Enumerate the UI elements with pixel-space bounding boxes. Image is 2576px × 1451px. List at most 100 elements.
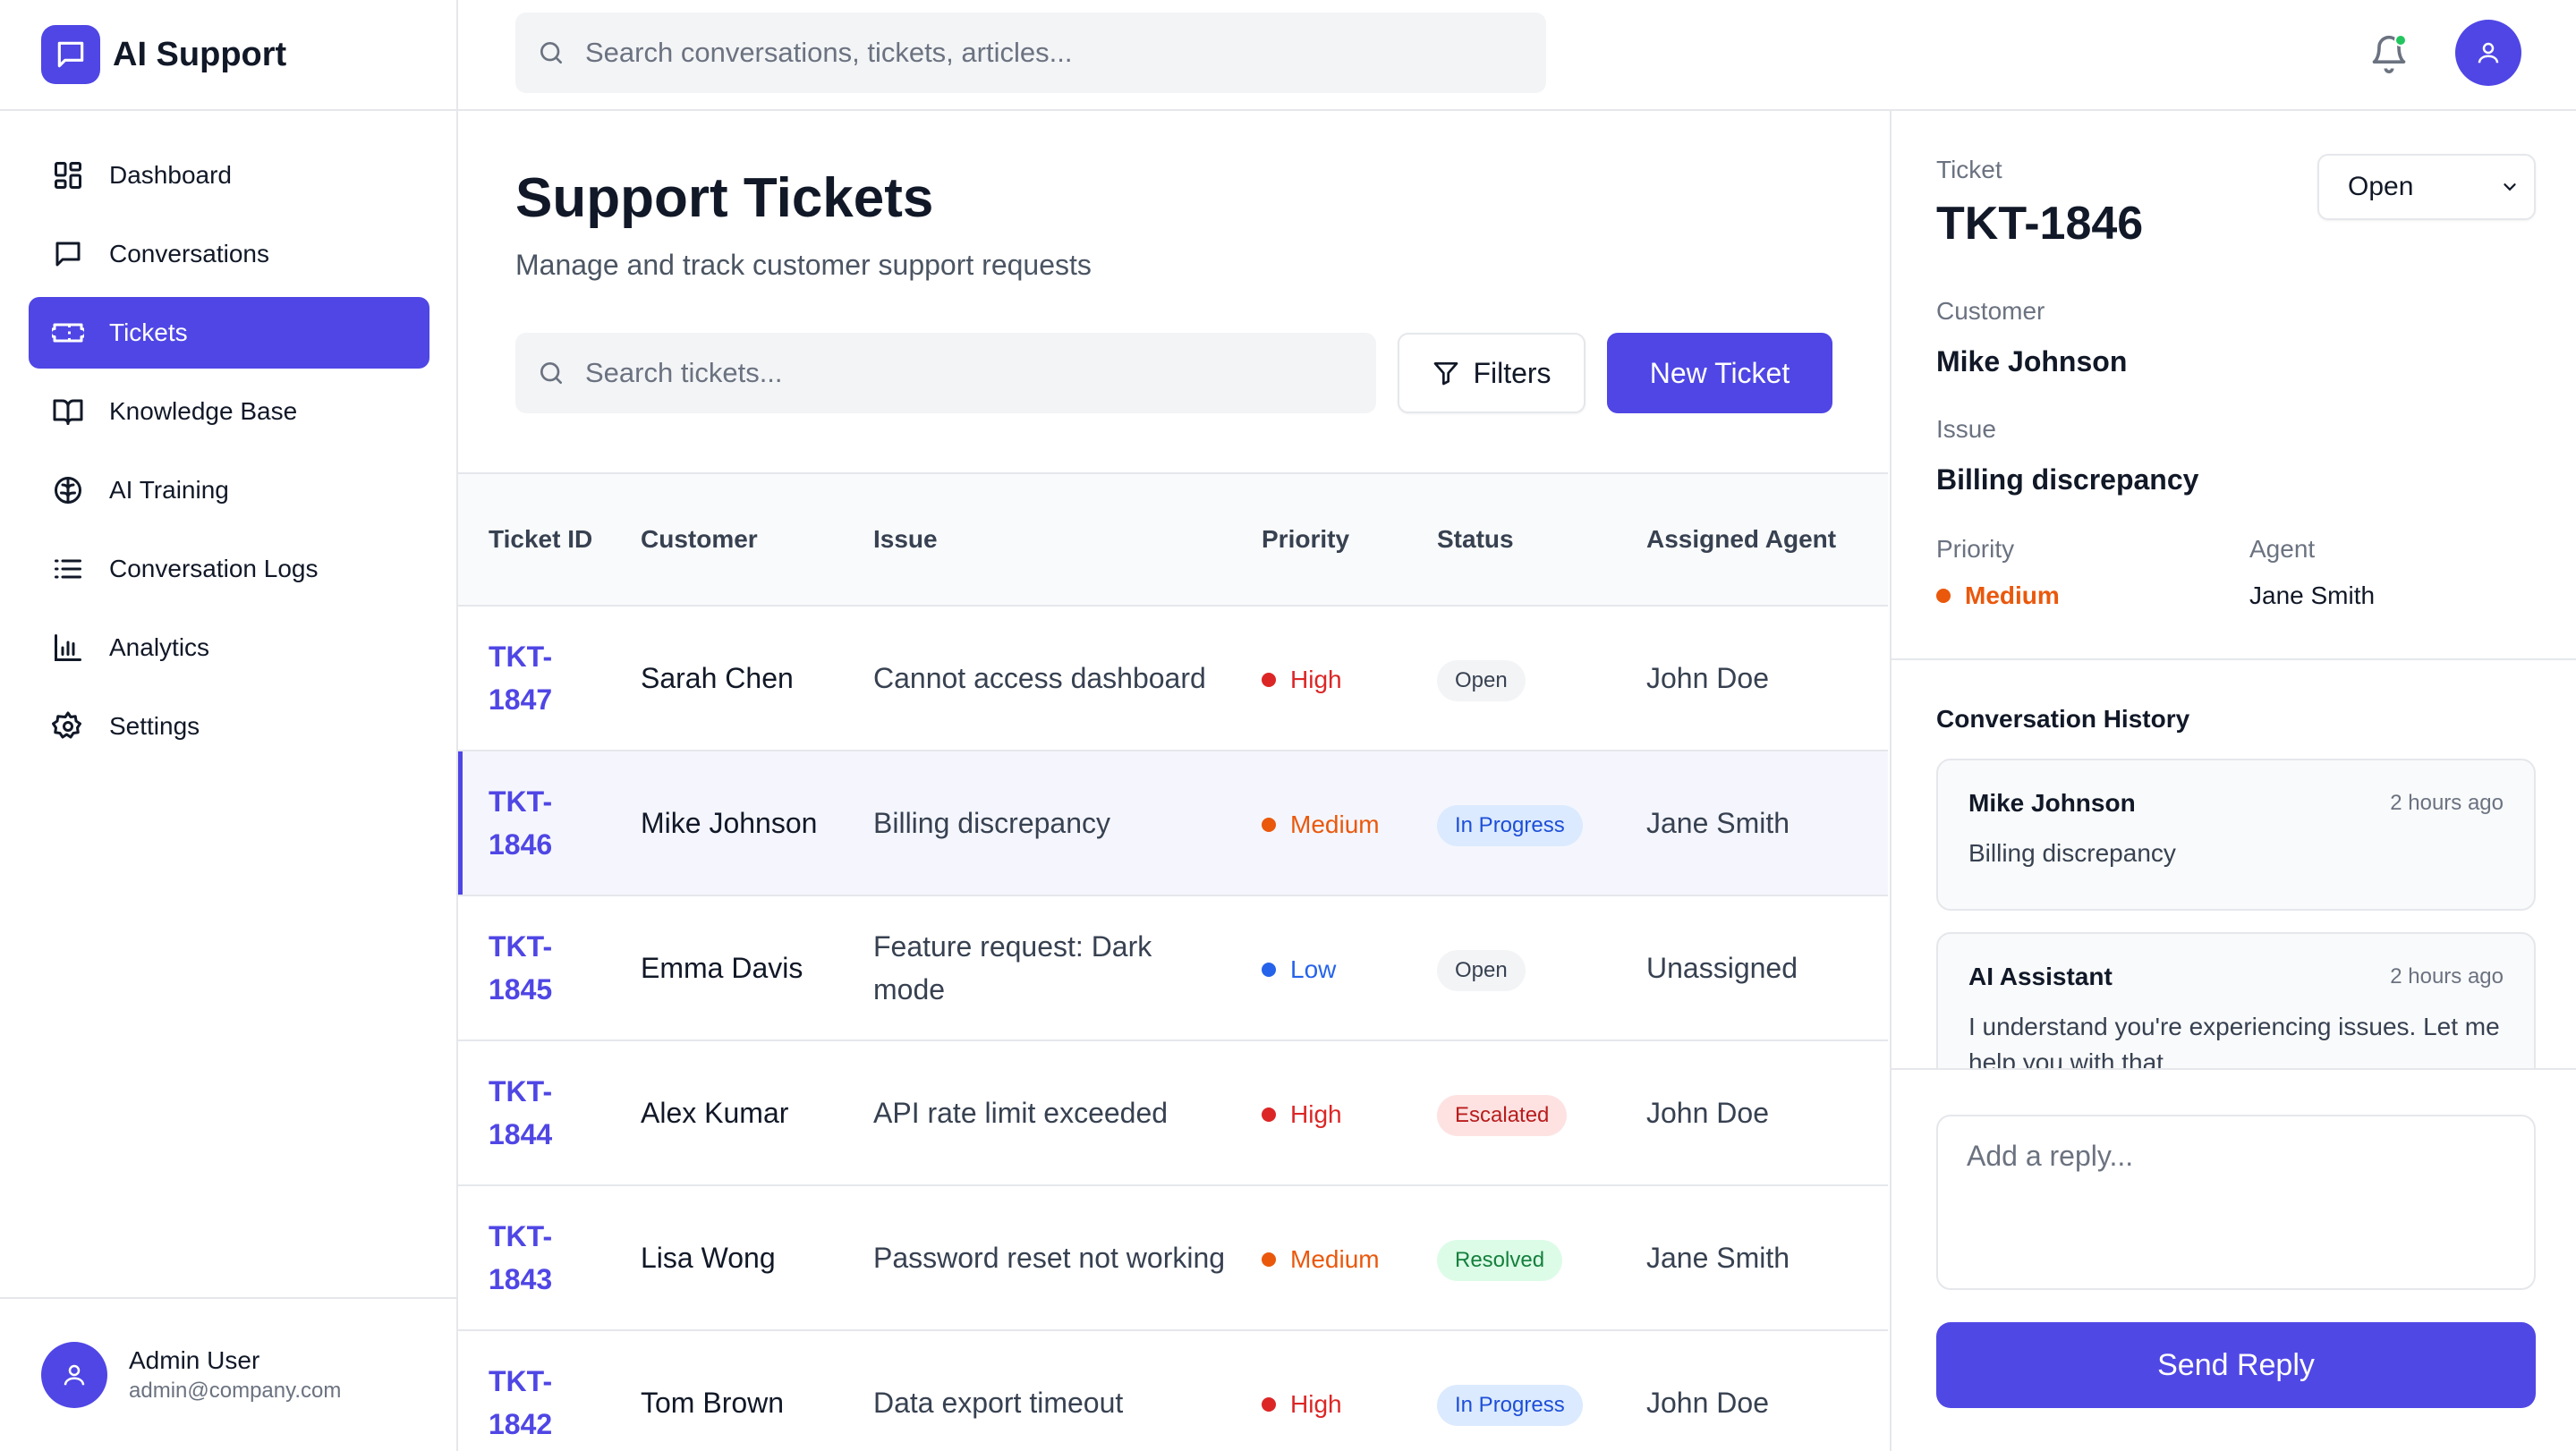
column-header-assigned-agent[interactable]: Assigned Agent — [1646, 525, 1837, 553]
user-name: Admin User — [129, 1346, 260, 1374]
message-time: 2 hours ago — [2390, 964, 2504, 989]
chat-icon — [50, 236, 86, 272]
brand[interactable]: AI Support — [0, 0, 456, 111]
global-search-input[interactable] — [585, 37, 1480, 69]
priority-dot — [1936, 589, 1951, 603]
column-header-issue[interactable]: Issue — [873, 525, 938, 553]
table-row[interactable]: TKT-1842 Tom Brown Data export timeout High… — [458, 1330, 1888, 1451]
column-header-status[interactable]: Status — [1437, 525, 1514, 553]
column-header-customer[interactable]: Customer — [641, 525, 758, 553]
tickets-table-container: Ticket ID Customer Issue Priority Status… — [458, 472, 1890, 1451]
column-header-priority[interactable]: Priority — [1262, 525, 1350, 553]
chat-bubble-icon — [41, 25, 100, 84]
issue-label: Issue — [1936, 415, 1996, 443]
ticket-priority: High — [1262, 1330, 1437, 1451]
ticket-id: TKT-1844 — [489, 1075, 553, 1150]
user-profile[interactable]: Admin User admin@company.com — [0, 1297, 456, 1451]
priority-indicator: Medium — [1262, 1238, 1380, 1281]
ticket-agent: John Doe — [1646, 1387, 1769, 1419]
priority-text: High — [1290, 665, 1342, 693]
priority-indicator: High — [1262, 1093, 1342, 1136]
priority-dot — [1262, 1107, 1276, 1122]
user-icon — [2478, 42, 2499, 64]
ticket-customer: Emma Davis — [641, 952, 803, 984]
sidebar: AI Support Dashboard Conversations Ticke… — [0, 0, 458, 1451]
table-row[interactable]: TKT-1843 Lisa Wong Password reset not work… — [458, 1185, 1888, 1330]
priority-dot — [1262, 672, 1276, 687]
table-row[interactable]: TKT-1844 Alex Kumar API rate limit exceede… — [458, 1040, 1888, 1185]
sidebar-item-label: Conversations — [109, 240, 269, 267]
status-badge: In Progress — [1437, 804, 1583, 846]
header-avatar[interactable] — [2455, 20, 2521, 86]
page-title: Support Tickets — [515, 167, 934, 229]
ticket-search-input[interactable] — [585, 357, 1355, 389]
user-info: Admin User admin@company.com — [129, 1346, 341, 1404]
bell-icon — [2372, 35, 2406, 73]
sidebar-item-ai-training[interactable]: AI Training — [29, 454, 429, 526]
ticket-agent: John Doe — [1646, 1097, 1769, 1129]
send-reply-button[interactable]: Send Reply — [1936, 1322, 2536, 1408]
ticket-issue: Cannot access dashboard — [873, 662, 1206, 694]
priority-text: Medium — [1290, 1244, 1380, 1273]
notifications-button[interactable] — [2369, 34, 2409, 73]
status-select-value: Open — [2348, 172, 2414, 201]
ticket-id-link[interactable]: TKT-1844 — [458, 1040, 641, 1185]
table-row[interactable]: TKT-1845 Emma Davis Feature request: Dark … — [458, 895, 1888, 1040]
sidebar-item-tickets[interactable]: Tickets — [29, 297, 429, 369]
sidebar-item-label: Tickets — [109, 318, 188, 346]
ticket-status: Resolved — [1437, 1185, 1646, 1330]
sidebar-item-conversations[interactable]: Conversations — [29, 218, 429, 290]
sidebar-item-knowledge-base[interactable]: Knowledge Base — [29, 376, 429, 447]
ticket-customer: Alex Kumar — [641, 1097, 789, 1129]
sidebar-item-analytics[interactable]: Analytics — [29, 612, 429, 683]
reply-input[interactable] — [1967, 1140, 2505, 1265]
priority-dot — [1262, 1396, 1276, 1412]
ticket-id-link[interactable]: TKT-1846 — [458, 751, 641, 895]
ticket-detail-panel: Ticket TKT-1846 Open Customer Mike Johns… — [1890, 111, 2576, 1451]
new-ticket-button[interactable]: New Ticket — [1607, 333, 1832, 413]
column-header-ticket-id[interactable]: Ticket ID — [489, 525, 593, 553]
priority-indicator: Medium — [1262, 803, 1380, 846]
user-avatar-icon — [41, 1342, 107, 1408]
message-header: AI Assistant 2 hours ago — [1968, 963, 2504, 991]
status-badge: In Progress — [1437, 1384, 1583, 1426]
ticket-id: TKT-1846 — [489, 785, 553, 861]
ticket-priority: High — [1262, 1040, 1437, 1185]
table-row[interactable]: TKT-1846 Mike Johnson Billing discrepancy M… — [458, 751, 1888, 895]
ticket-status: In Progress — [1437, 751, 1646, 895]
customer-label: Customer — [1936, 297, 2045, 325]
message-author: Mike Johnson — [1968, 789, 2136, 817]
tickets-table: Ticket ID Customer Issue Priority Status… — [458, 472, 1888, 1451]
book-icon — [50, 394, 86, 429]
detail-ticket-id: TKT-1846 — [1936, 198, 2144, 250]
ticket-status: In Progress — [1437, 1330, 1646, 1451]
gear-icon — [50, 709, 86, 744]
ticket-status: Open — [1437, 606, 1646, 751]
search-icon — [537, 359, 565, 387]
conversation-history-list[interactable]: Mike Johnson 2 hours ago Billing discrepan… — [1936, 759, 2536, 1068]
sidebar-item-conversation-logs[interactable]: Conversation Logs — [29, 533, 429, 605]
sidebar-item-settings[interactable]: Settings — [29, 691, 429, 762]
filters-button[interactable]: Filters — [1398, 333, 1586, 413]
status-badge: Open — [1437, 949, 1526, 991]
sidebar-item-dashboard[interactable]: Dashboard — [29, 140, 429, 211]
dashboard-icon — [50, 157, 86, 193]
ticket-id-link[interactable]: TKT-1843 — [458, 1185, 641, 1330]
ticket-status: Escalated — [1437, 1040, 1646, 1185]
priority-dot — [1262, 962, 1276, 977]
priority-dot — [1262, 1252, 1276, 1267]
user-email: admin@company.com — [129, 1379, 342, 1403]
ticket-id-link[interactable]: TKT-1845 — [458, 895, 641, 1040]
ticket-status: Open — [1437, 895, 1646, 1040]
priority-dot — [1262, 817, 1276, 832]
ticket-id-link[interactable]: TKT-1847 — [458, 606, 641, 751]
ticket-id-link[interactable]: TKT-1842 — [458, 1330, 641, 1451]
status-badge: Resolved — [1437, 1239, 1563, 1281]
priority-text: High — [1290, 1389, 1342, 1418]
status-select[interactable]: Open — [2317, 154, 2536, 220]
ticket-agent: John Doe — [1646, 662, 1769, 694]
table-row[interactable]: TKT-1847 Sarah Chen Cannot access dashboar… — [458, 606, 1888, 751]
sidebar-nav: Dashboard Conversations Tickets Knowledg… — [29, 140, 429, 769]
conversation-message: Mike Johnson 2 hours ago Billing discrepan… — [1936, 759, 2536, 911]
ticket-id: TKT-1842 — [489, 1365, 553, 1440]
